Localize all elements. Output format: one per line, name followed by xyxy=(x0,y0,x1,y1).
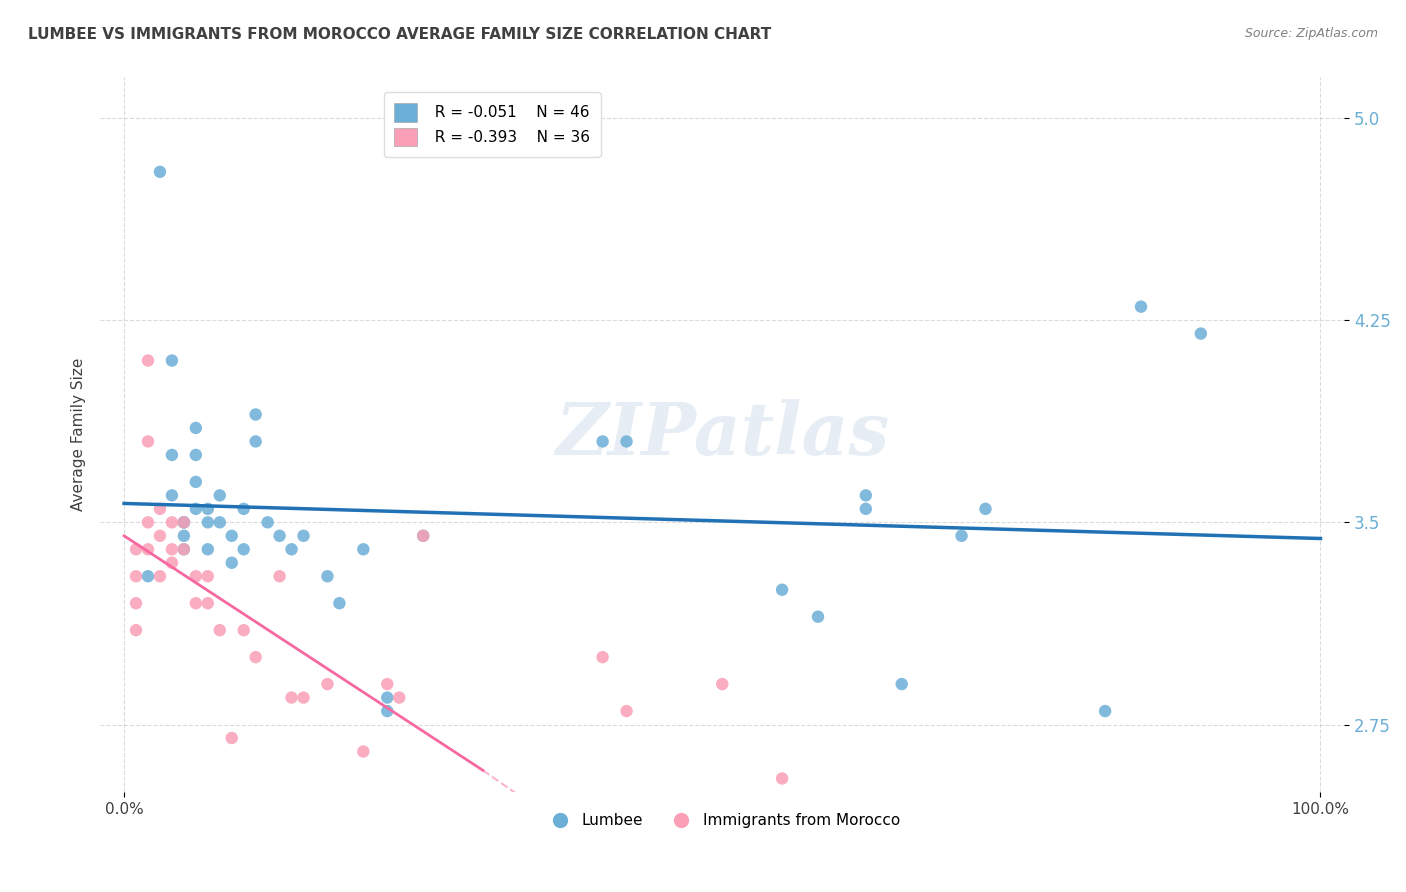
Point xyxy=(280,542,302,557)
Point xyxy=(136,353,159,368)
Point xyxy=(184,569,207,583)
Point xyxy=(160,488,183,502)
Point xyxy=(890,677,912,691)
Point xyxy=(375,677,398,691)
Point xyxy=(711,677,734,691)
Point xyxy=(352,745,374,759)
Point xyxy=(184,475,207,489)
Point xyxy=(197,516,219,530)
Point xyxy=(770,582,793,597)
Point xyxy=(328,596,350,610)
Point xyxy=(256,516,278,530)
Point xyxy=(184,596,207,610)
Point xyxy=(136,434,159,449)
Point xyxy=(197,596,219,610)
Point xyxy=(149,501,172,516)
Text: LUMBEE VS IMMIGRANTS FROM MOROCCO AVERAGE FAMILY SIZE CORRELATION CHART: LUMBEE VS IMMIGRANTS FROM MOROCCO AVERAG… xyxy=(28,27,772,42)
Point xyxy=(184,448,207,462)
Point xyxy=(160,542,183,557)
Point xyxy=(184,421,207,435)
Point xyxy=(1130,300,1153,314)
Point xyxy=(197,569,219,583)
Point xyxy=(208,488,231,502)
Point xyxy=(232,623,254,637)
Point xyxy=(375,690,398,705)
Point xyxy=(855,488,877,502)
Point xyxy=(232,542,254,557)
Point xyxy=(855,501,877,516)
Point xyxy=(245,408,267,422)
Point xyxy=(352,542,374,557)
Point xyxy=(136,516,159,530)
Point xyxy=(616,434,638,449)
Point xyxy=(160,353,183,368)
Point xyxy=(592,434,614,449)
Point xyxy=(412,529,434,543)
Point xyxy=(125,596,148,610)
Y-axis label: Average Family Size: Average Family Size xyxy=(72,358,86,511)
Point xyxy=(149,165,172,179)
Point xyxy=(221,529,243,543)
Point xyxy=(592,650,614,665)
Point xyxy=(160,516,183,530)
Point xyxy=(173,542,195,557)
Point xyxy=(1094,704,1116,718)
Legend: Lumbee, Immigrants from Morocco: Lumbee, Immigrants from Morocco xyxy=(538,807,905,834)
Point xyxy=(807,609,830,624)
Point xyxy=(375,704,398,718)
Point xyxy=(388,690,411,705)
Point xyxy=(184,501,207,516)
Point xyxy=(173,516,195,530)
Point xyxy=(221,731,243,745)
Point xyxy=(292,690,315,705)
Point xyxy=(280,690,302,705)
Point xyxy=(149,529,172,543)
Point xyxy=(197,542,219,557)
Point xyxy=(125,569,148,583)
Point xyxy=(770,772,793,786)
Point xyxy=(1189,326,1212,341)
Point xyxy=(197,501,219,516)
Point xyxy=(136,569,159,583)
Point xyxy=(221,556,243,570)
Point xyxy=(316,677,339,691)
Point xyxy=(173,516,195,530)
Point xyxy=(160,556,183,570)
Point xyxy=(292,529,315,543)
Point xyxy=(149,569,172,583)
Point xyxy=(412,529,434,543)
Point xyxy=(245,650,267,665)
Point xyxy=(316,569,339,583)
Point xyxy=(232,501,254,516)
Point xyxy=(974,501,997,516)
Point xyxy=(173,542,195,557)
Point xyxy=(125,542,148,557)
Point xyxy=(136,542,159,557)
Point xyxy=(208,623,231,637)
Point xyxy=(269,529,291,543)
Point xyxy=(950,529,973,543)
Point xyxy=(173,529,195,543)
Point xyxy=(245,434,267,449)
Text: ZIPatlas: ZIPatlas xyxy=(555,400,890,470)
Point xyxy=(269,569,291,583)
Point xyxy=(125,623,148,637)
Text: Source: ZipAtlas.com: Source: ZipAtlas.com xyxy=(1244,27,1378,40)
Point xyxy=(208,516,231,530)
Point xyxy=(616,704,638,718)
Point xyxy=(160,448,183,462)
Point xyxy=(173,516,195,530)
